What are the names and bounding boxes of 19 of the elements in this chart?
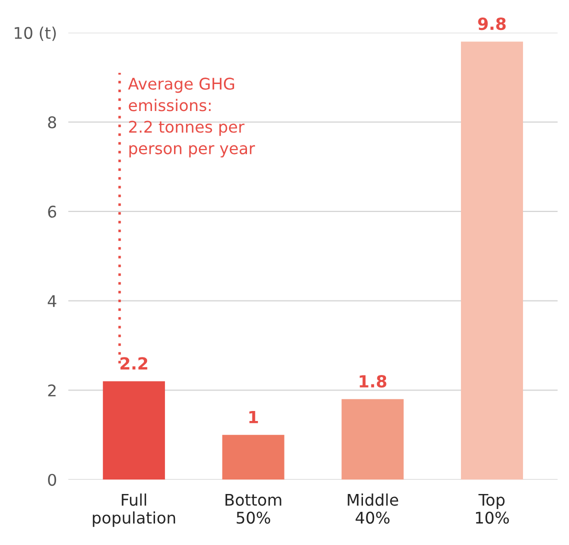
x-tick-label: Top 10%: [476, 494, 509, 524]
bar: [222, 434, 284, 480]
data-label: 9.8: [478, 17, 506, 30]
x-tick-label: Bottom 50%: [226, 494, 282, 524]
y-tick-label: 10 (t): [14, 26, 56, 41]
x-tick-label: Full population: [92, 493, 176, 527]
y-tick-label: 6: [48, 206, 56, 218]
annotation: Average GHG emissions: 2.2 tonnes per person per year: [128, 78, 256, 158]
x-tick-label: Middle 40%: [348, 493, 398, 524]
bar: [342, 399, 404, 480]
data-label: 1: [249, 410, 258, 424]
bar: [460, 42, 524, 480]
data-label: 2.2: [120, 357, 148, 370]
y-tick-label: 8: [48, 116, 56, 128]
bar: [102, 381, 165, 480]
y-tick-label: 4: [48, 295, 56, 307]
y-tick-label: 0: [48, 474, 56, 486]
data-label: 1.8: [360, 374, 386, 388]
y-tick-label: 2: [48, 384, 56, 396]
